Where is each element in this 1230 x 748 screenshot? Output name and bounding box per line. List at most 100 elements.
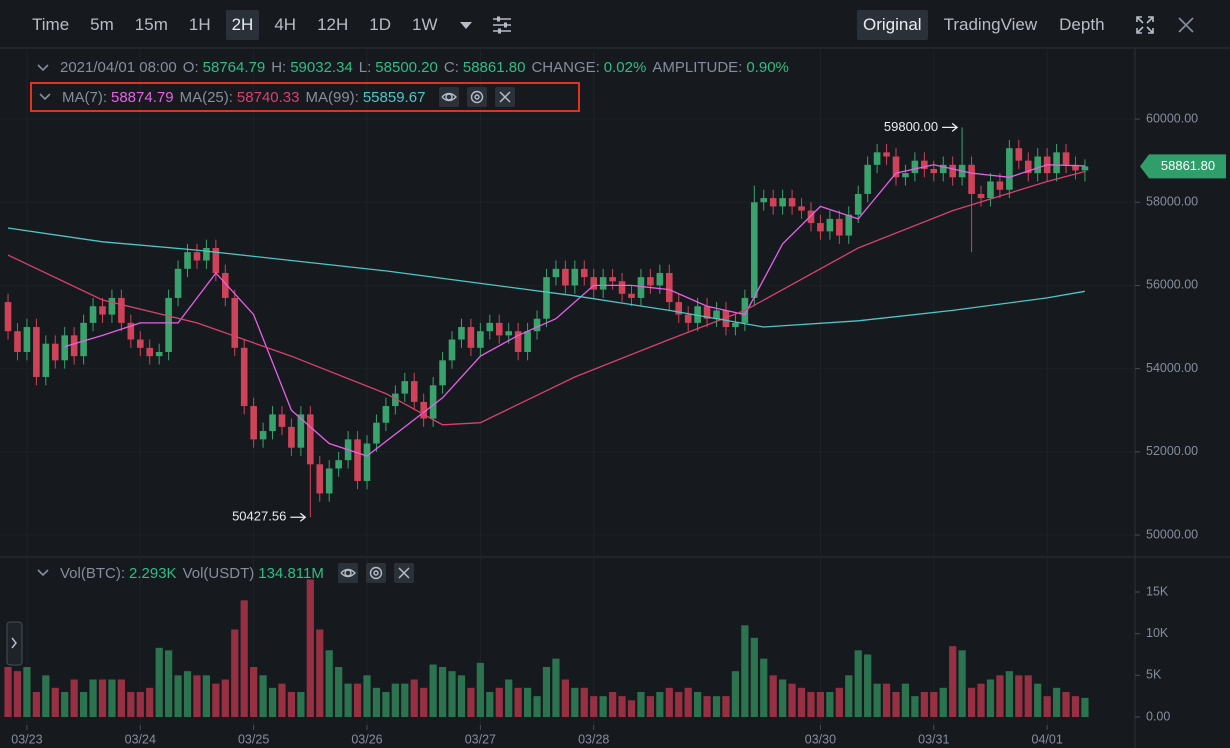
candle-body: [902, 173, 909, 178]
volume-bar: [13, 671, 22, 717]
volume-bar: [202, 675, 211, 717]
candle-body: [1081, 166, 1089, 171]
remove-icon[interactable]: [393, 563, 414, 583]
candle-body: [108, 297, 116, 315]
view-toolbar: Original TradingView Depth: [857, 10, 1195, 40]
y-tick-label: 0.00: [1146, 709, 1170, 723]
volume-bar: [410, 679, 418, 717]
volume-bar: [1052, 687, 1061, 717]
x-tick-label: 03/24: [125, 732, 156, 746]
view-button[interactable]: Original: [857, 10, 928, 40]
volume-bar: [231, 629, 239, 717]
volume-bar: [637, 692, 645, 717]
interval-button[interactable]: 1H: [188, 15, 211, 34]
volume-bar: [807, 692, 815, 717]
x-tick-label: 03/31: [918, 732, 949, 746]
chart-settings[interactable]: [492, 16, 512, 34]
candle-body: [760, 198, 768, 203]
volume-bar: [571, 687, 579, 717]
candle-body: [713, 310, 720, 319]
candle-body: [429, 385, 437, 419]
volume-bar: [221, 679, 229, 717]
volume-bar: [70, 679, 78, 717]
volume-bar: [580, 687, 588, 717]
interval-button[interactable]: 4H: [274, 15, 297, 34]
interval-button[interactable]: 1W: [411, 15, 438, 34]
settings-icon[interactable]: [365, 563, 386, 583]
volume-bar: [533, 696, 541, 717]
candle-body: [1072, 164, 1079, 171]
candle-body: [89, 306, 97, 323]
x-tick-label: 04/01: [1032, 732, 1063, 746]
volume-bar: [117, 679, 125, 717]
collapse-chevron[interactable]: [36, 63, 50, 73]
view-button[interactable]: Depth: [1059, 15, 1105, 34]
candle-body: [732, 322, 739, 328]
collapse-chevron[interactable]: [36, 568, 50, 578]
candle-body: [892, 156, 900, 178]
field-label: O:: [182, 59, 199, 76]
candle-body: [628, 293, 635, 298]
candle-body: [193, 252, 201, 261]
x-tick-label: 03/26: [351, 732, 382, 746]
volume-bar: [4, 667, 12, 717]
panel-handle[interactable]: [6, 621, 23, 666]
interval-button[interactable]: 5m: [90, 15, 114, 34]
volume-bar: [618, 696, 626, 717]
candle-body: [174, 268, 182, 298]
volume-bar: [61, 692, 69, 717]
candle-body: [826, 218, 834, 232]
candle-body: [288, 426, 295, 448]
candle-body: [467, 327, 475, 348]
interval-button[interactable]: 1D: [369, 15, 391, 34]
candle-body: [231, 297, 239, 348]
interval-button[interactable]: 2H: [225, 10, 260, 40]
field-value: 59032.34: [290, 59, 353, 76]
ma-name: MA(25):: [179, 88, 233, 106]
x-tick-label: 03/27: [465, 732, 496, 746]
settings-icon[interactable]: [467, 87, 488, 107]
candle-body: [996, 181, 1004, 190]
fullscreen-button[interactable]: [1135, 15, 1155, 35]
collapse-chevron[interactable]: [38, 92, 52, 102]
candle-body: [599, 277, 607, 290]
volume-bar: [42, 675, 50, 717]
interval-button[interactable]: 15m: [134, 15, 168, 34]
field-label: H:: [271, 59, 287, 76]
candle-body: [637, 277, 645, 298]
volume-bar: [325, 650, 333, 717]
volume-bar: [1071, 696, 1080, 717]
volume-bar: [183, 671, 192, 717]
volume-bar: [51, 687, 59, 717]
volume-bar: [949, 646, 957, 717]
interval-button[interactable]: Time: [32, 15, 70, 34]
candle-body: [930, 168, 938, 174]
candle-body: [401, 381, 409, 394]
candle-body: [647, 277, 654, 286]
volume-bar: [297, 692, 305, 717]
candle-body: [14, 331, 21, 353]
volume-bar: [382, 692, 390, 717]
close-button[interactable]: [1177, 16, 1195, 34]
annotation-arrow: [290, 512, 307, 522]
visibility-icon[interactable]: [337, 563, 358, 583]
visibility-icon[interactable]: [439, 87, 460, 107]
view-button[interactable]: TradingView: [943, 15, 1038, 34]
volume-bar: [854, 650, 862, 717]
remove-icon[interactable]: [495, 87, 516, 107]
volume-bar: [1081, 697, 1089, 717]
volume-bar: [306, 579, 314, 717]
interval-dropdown[interactable]: [458, 20, 474, 30]
volume-bar: [646, 696, 654, 717]
volume-bar: [80, 692, 88, 717]
ma-legend: MA(7): 58874.79 MA(25): 58740.33 MA(99): 5585…: [30, 82, 580, 112]
candle-body: [33, 327, 40, 377]
candle-body: [165, 297, 172, 353]
volume-bar: [240, 600, 248, 717]
interval-button[interactable]: 12H: [317, 15, 349, 34]
candle-body: [354, 439, 361, 481]
ma-line: [7, 170, 1086, 426]
candle-body: [977, 193, 985, 199]
candle-body: [1015, 148, 1023, 161]
